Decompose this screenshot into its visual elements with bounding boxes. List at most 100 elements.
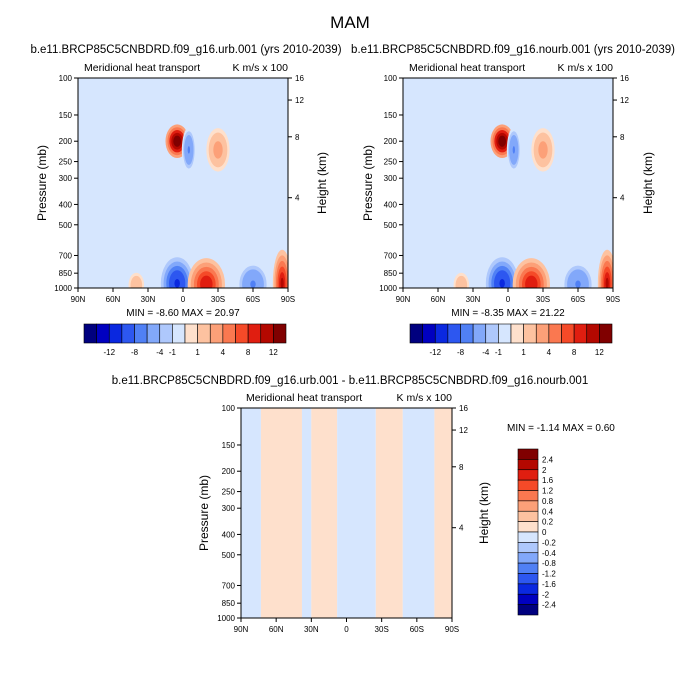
colorbar-label: 0.4: [542, 507, 554, 516]
colorbar-label: -1.2: [542, 570, 556, 579]
y-axis-label: Pressure (mb): [35, 145, 49, 221]
x-tick-label: 90S: [606, 295, 620, 304]
y2-tick-label: 4: [459, 524, 464, 533]
y2-tick-label: 16: [459, 404, 468, 413]
y-tick-label: 850: [59, 269, 73, 278]
plot-area: 90N 60N 30N 0 30S 60S 90S 100 150 200 250 300 400 500…: [379, 74, 629, 304]
colorbar-label: 0.2: [542, 518, 554, 527]
y2-tick-label: 16: [295, 74, 304, 83]
stats-text: MIN = -8.60 MAX = 20.97: [126, 308, 240, 319]
panel-right-string: K m/s x 100: [397, 392, 453, 404]
colorbar-box: [260, 323, 274, 344]
colorbar-label: -1: [495, 348, 503, 357]
contour-fill: [528, 279, 535, 288]
y-tick-label: 200: [222, 467, 236, 476]
figure-title: MAM: [330, 13, 370, 32]
panel-nourb: b.e11.BRCP85C5CNBDRD.f09_g16.nourb.001 (…: [351, 44, 675, 357]
y-tick-label: 150: [59, 111, 73, 120]
y-tick-label: 500: [222, 551, 236, 560]
colorbar-box: [434, 323, 449, 344]
colorbar-box: [83, 323, 97, 344]
x-tick-label: 90N: [396, 295, 411, 304]
colorbar-box: [510, 323, 524, 344]
colorbar-label: -12: [429, 348, 441, 357]
x-tick-label: 0: [181, 295, 186, 304]
colorbar-label: 1.6: [542, 476, 554, 485]
colorbar-label: -4: [482, 348, 490, 357]
contour-fill: [575, 280, 581, 288]
y-tick-label: 250: [59, 158, 73, 167]
y-tick-label: 300: [59, 174, 73, 183]
colorbar-label: -12: [103, 348, 115, 357]
colorbar-box: [517, 562, 539, 574]
x-tick-label: 30N: [466, 295, 481, 304]
x-tick-label: 60S: [246, 295, 260, 304]
x-tick-label: 0: [506, 295, 511, 304]
contour-fill: [174, 278, 180, 288]
x-tick-label: 90N: [71, 295, 86, 304]
y-tick-label: 1000: [54, 284, 72, 293]
y2-tick-label: 8: [620, 133, 625, 142]
colorbar-label: 0.8: [542, 497, 554, 506]
colorbar: -12 -8 -4 -1 1 4 8 12: [409, 323, 613, 357]
colorbar-box: [561, 323, 575, 344]
colorbar-box: [172, 323, 186, 344]
colorbar-box: [517, 479, 539, 491]
contour-fill: [215, 145, 221, 155]
colorbar-label: -8: [131, 348, 139, 357]
colorbar-box: [599, 323, 613, 344]
x-tick-label: 90S: [445, 625, 459, 634]
colorbar-box: [485, 323, 499, 344]
x-tick-label: 90N: [234, 625, 249, 634]
panel-title: b.e11.BRCP85C5CNBDRD.f09_g16.urb.001 - b…: [112, 375, 588, 387]
y-tick-label: 700: [59, 251, 73, 260]
background-field: [78, 78, 288, 288]
y-tick-label: 200: [384, 137, 398, 146]
y-tick-label: 300: [384, 174, 398, 183]
contour-band: [260, 408, 302, 618]
y-tick-label: 100: [384, 74, 398, 83]
y-tick-label: 150: [384, 111, 398, 120]
y-axis-label: Pressure (mb): [197, 475, 211, 551]
contour-fill: [250, 280, 256, 288]
contour-band: [311, 408, 338, 618]
contour-fill: [280, 277, 284, 288]
y-tick-label: 400: [384, 200, 398, 209]
colorbar-box: [517, 448, 539, 460]
x-tick-label: 60N: [431, 295, 446, 304]
y-tick-label: 100: [222, 404, 236, 413]
colorbar-box: [121, 323, 135, 344]
colorbar-box: [498, 323, 512, 344]
contour-band: [241, 408, 261, 618]
colorbar-label: 2.4: [542, 455, 554, 464]
colorbar-box: [548, 323, 562, 344]
colorbar-box: [460, 323, 474, 344]
colorbar-label: -1: [169, 348, 177, 357]
x-tick-label: 60S: [571, 295, 585, 304]
contour-fill: [459, 282, 464, 288]
colorbar-box: [517, 552, 539, 564]
y-tick-label: 200: [59, 137, 73, 146]
colorbar-label: 0: [542, 528, 547, 537]
colorbar-label: 1.2: [542, 487, 554, 496]
stats-text: MIN = -8.35 MAX = 21.22: [451, 308, 565, 319]
y-tick-label: 250: [222, 488, 236, 497]
y-tick-label: 300: [222, 504, 236, 513]
y-tick-label: 500: [59, 221, 73, 230]
colorbar-label: -0.4: [542, 549, 556, 558]
colorbar-box: [184, 323, 198, 344]
colorbar-label: 1: [521, 348, 526, 357]
colorbar: -12 -8 -4 -1 1 4 8 12: [83, 323, 287, 357]
colorbar-box: [517, 573, 539, 585]
y-axis-label: Pressure (mb): [361, 145, 375, 221]
colorbar-box: [447, 323, 461, 344]
colorbar-label: -2: [542, 590, 550, 599]
contour-fill: [175, 138, 180, 145]
colorbar-box: [273, 323, 287, 344]
colorbar-box: [517, 531, 539, 543]
colorbar-label: 4: [221, 348, 226, 357]
contour-fill: [540, 145, 546, 155]
x-tick-label: 30N: [304, 625, 319, 634]
y-tick-label: 850: [222, 599, 236, 608]
